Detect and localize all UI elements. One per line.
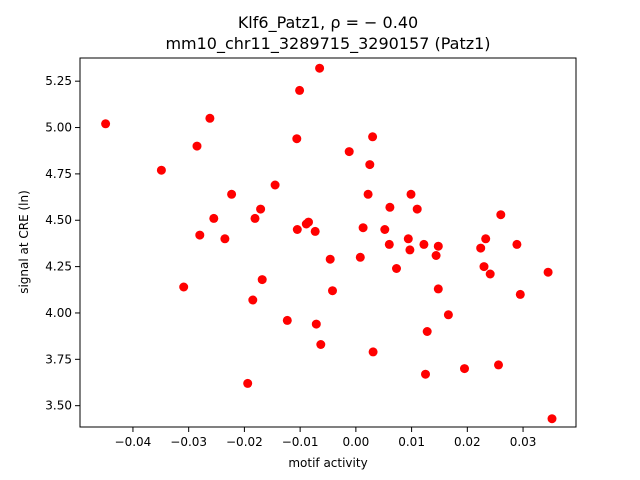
data-point	[496, 210, 506, 220]
data-point	[433, 284, 443, 294]
data-point	[311, 319, 321, 329]
data-point	[494, 360, 503, 370]
data-point	[380, 225, 390, 234]
data-point	[192, 141, 202, 151]
data-point	[363, 189, 373, 199]
y-tick-label: 4.25	[45, 260, 72, 274]
data-point	[421, 369, 430, 379]
data-point	[282, 315, 292, 325]
data-point	[344, 147, 354, 157]
data-point	[433, 241, 443, 251]
data-point	[205, 113, 215, 123]
data-point	[419, 239, 429, 249]
data-point	[325, 254, 335, 264]
data-point	[310, 226, 320, 236]
y-axis: 3.50 3.75 4.00 4.25 4.50 4.75 5.00 5.25	[45, 74, 80, 413]
data-point	[443, 310, 453, 320]
x-tick-label: 0.01	[398, 435, 425, 449]
x-tick-label: 0.03	[510, 435, 537, 449]
data-point	[156, 165, 166, 175]
y-tick-label: 4.50	[45, 213, 72, 227]
data-point	[304, 217, 313, 227]
data-point	[256, 204, 266, 214]
y-tick-label: 3.75	[45, 352, 72, 366]
y-tick-label: 5.00	[45, 121, 72, 135]
plot-area-frame	[79, 57, 577, 428]
data-point	[543, 267, 553, 277]
y-tick-label: 4.75	[45, 167, 72, 181]
data-point	[479, 262, 489, 272]
data-point	[365, 160, 375, 170]
data-point	[209, 213, 219, 223]
x-tick-label: −0.01	[282, 435, 319, 449]
x-tick-label: −0.03	[170, 435, 207, 449]
x-tick-label: 0.02	[454, 435, 481, 449]
data-point	[405, 245, 415, 255]
x-tick-label: −0.02	[226, 435, 263, 449]
data-points	[101, 63, 557, 424]
data-point	[179, 282, 189, 292]
y-tick-label: 4.00	[45, 306, 72, 320]
data-point	[250, 213, 260, 223]
data-point	[257, 275, 267, 285]
data-point	[328, 286, 337, 296]
data-point	[481, 234, 491, 244]
data-point	[195, 230, 205, 240]
data-point	[292, 134, 302, 144]
data-point	[292, 225, 302, 234]
data-point	[422, 327, 432, 336]
data-point	[547, 414, 557, 424]
data-point	[368, 347, 378, 357]
data-point	[485, 269, 495, 279]
data-point	[270, 180, 280, 190]
data-point	[248, 295, 258, 305]
y-tick-label: 5.25	[45, 74, 72, 88]
data-point	[227, 189, 237, 199]
data-point	[460, 364, 469, 374]
chart-title-line-1: Klf6_Patz1, ρ = − 0.40	[238, 13, 418, 33]
data-point	[385, 202, 395, 212]
data-point	[315, 63, 325, 73]
data-point	[316, 340, 326, 349]
data-point	[431, 251, 441, 260]
data-point	[403, 234, 413, 244]
data-point	[512, 239, 522, 249]
data-point	[368, 132, 378, 142]
y-axis-label: signal at CRE (ln)	[17, 190, 31, 294]
data-point	[243, 378, 253, 388]
data-point	[392, 264, 401, 273]
y-tick-label: 3.50	[45, 399, 72, 413]
data-point	[515, 289, 525, 299]
x-tick-label: −0.04	[115, 435, 152, 449]
data-point	[355, 252, 365, 262]
data-point	[220, 234, 230, 244]
data-point	[412, 204, 422, 214]
data-point	[406, 189, 416, 199]
data-point	[358, 223, 368, 233]
data-point	[101, 119, 111, 129]
chart-title-line-2: mm10_chr11_3289715_3290157 (Patz1)	[165, 34, 490, 54]
data-point	[476, 243, 486, 253]
data-point	[295, 85, 305, 95]
x-axis-label: motif activity	[288, 456, 367, 470]
x-tick-label: 0.00	[343, 435, 370, 449]
x-axis: −0.04 −0.03 −0.02 −0.01 0.00 0.01 0.02 0.03	[115, 427, 537, 449]
data-point	[384, 239, 394, 249]
